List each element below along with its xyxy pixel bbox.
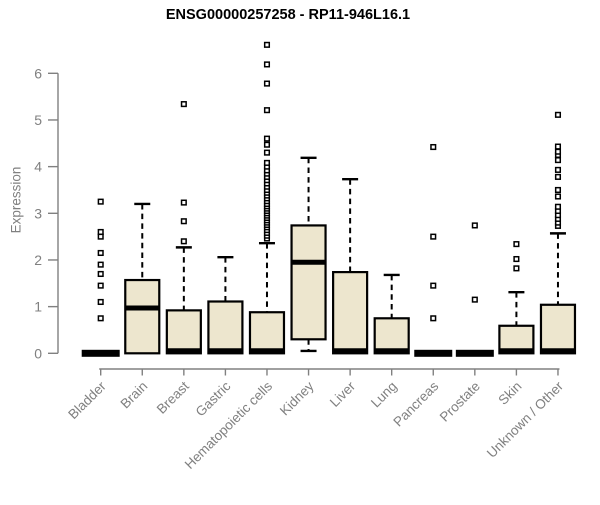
outlier-point <box>263 135 271 142</box>
outlier-point <box>554 173 562 180</box>
iqr-box <box>124 278 161 355</box>
iqr-box <box>332 271 369 355</box>
y-tick-label: 1 <box>34 299 42 315</box>
x-tick-label: Gastric <box>193 378 234 419</box>
outlier-point <box>97 261 104 268</box>
outlier-point <box>554 148 562 155</box>
outlier-point <box>97 298 104 306</box>
x-tick-label: Liver <box>327 378 359 410</box>
y-tick-label: 3 <box>34 205 42 221</box>
outlier-point <box>554 157 562 164</box>
outlier-point <box>513 241 520 248</box>
outlier-point <box>97 282 104 289</box>
outlier-point <box>554 193 562 200</box>
x-tick-label: Pancreas <box>390 378 441 429</box>
iqr-box <box>165 309 202 355</box>
chart-title: ENSG00000257258 - RP11-946L16.1 <box>165 7 411 23</box>
flat-box <box>81 349 120 357</box>
outlier-point <box>471 222 478 229</box>
outlier-point <box>554 203 562 210</box>
x-tick-label: Brain <box>117 379 150 412</box>
outlier-point <box>97 228 104 236</box>
outlier-point <box>513 255 520 263</box>
x-tick-label: Skin <box>495 379 524 408</box>
iqr-box <box>539 303 577 355</box>
iqr-box <box>373 317 410 355</box>
x-tick-label: Bladder <box>65 378 109 422</box>
y-tick-label: 5 <box>34 112 42 128</box>
flat-box <box>414 349 453 357</box>
outlier-point <box>97 249 104 257</box>
outlier-point <box>263 159 271 166</box>
outlier-point <box>430 315 437 322</box>
outlier-point <box>554 186 562 194</box>
outlier-point <box>263 107 271 114</box>
outlier-point <box>554 111 562 118</box>
x-tick-label: Lung <box>368 379 400 411</box>
x-tick-label: Prostate <box>437 379 483 425</box>
y-tick-label: 0 <box>34 345 42 361</box>
iqr-box <box>248 311 286 355</box>
outlier-point <box>513 265 520 272</box>
outlier-point <box>263 80 271 87</box>
outlier-point <box>180 218 187 225</box>
iqr-box <box>207 300 244 355</box>
y-tick-label: 2 <box>34 252 42 268</box>
outlier-point <box>471 296 478 303</box>
outlier-point <box>263 41 271 48</box>
outlier-point <box>430 282 437 289</box>
y-tick-label: 4 <box>34 159 42 175</box>
outlier-point <box>554 143 562 150</box>
outlier-point <box>97 233 104 240</box>
outlier-point <box>554 166 562 173</box>
outlier-point <box>97 315 104 322</box>
y-axis-title: Expression <box>8 166 24 234</box>
flat-box <box>455 349 494 357</box>
outlier-point <box>263 149 271 156</box>
x-tick-label: Kidney <box>277 378 317 418</box>
x-tick-label: Breast <box>154 378 192 416</box>
outlier-point <box>180 238 187 245</box>
outlier-point <box>180 199 187 206</box>
outlier-point <box>263 141 271 148</box>
y-tick-label: 6 <box>34 65 42 81</box>
outlier-point <box>263 61 271 68</box>
outlier-point <box>180 101 187 108</box>
outlier-point <box>97 270 104 278</box>
outlier-point <box>430 233 437 240</box>
outlier-point <box>430 143 437 151</box>
outlier-point <box>97 198 104 205</box>
x-tick-label: Unknown / Other <box>484 378 567 461</box>
iqr-box <box>290 224 327 341</box>
